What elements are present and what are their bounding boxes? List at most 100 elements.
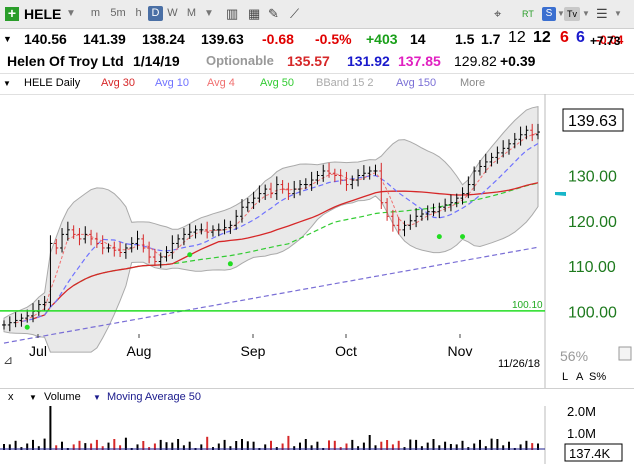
volume-bar bbox=[246, 441, 249, 450]
volume-bar bbox=[473, 443, 476, 450]
volume-close-icon[interactable]: x bbox=[8, 391, 14, 403]
volume-bars bbox=[3, 406, 539, 450]
price-bar bbox=[205, 221, 210, 239]
volume-bar bbox=[362, 442, 365, 450]
volume-bar bbox=[537, 443, 539, 450]
price-bar bbox=[402, 220, 407, 237]
legend-hele-daily[interactable]: HELE Daily bbox=[24, 77, 81, 89]
price-bar bbox=[437, 202, 442, 219]
legend-caret-icon[interactable]: ▼ bbox=[3, 79, 11, 88]
open-price: 140.56 bbox=[24, 31, 67, 47]
stat-d: 12 bbox=[508, 29, 526, 46]
price-bar bbox=[524, 125, 529, 140]
horizontal-line-label: 100.10 bbox=[512, 300, 543, 311]
volume-ma-label[interactable]: Moving Average 50 bbox=[107, 391, 201, 403]
high-price: 141.39 bbox=[83, 31, 126, 47]
low-price: 138.24 bbox=[142, 31, 185, 47]
price-bar bbox=[495, 146, 500, 164]
rating: +403 bbox=[366, 31, 398, 47]
more-caret-icon[interactable]: ▼ bbox=[614, 9, 622, 18]
grid-icon[interactable]: ▦ bbox=[248, 6, 261, 21]
volume-bar bbox=[409, 439, 412, 450]
pencil-icon[interactable]: ✎ bbox=[268, 6, 279, 21]
price-bar bbox=[431, 203, 436, 217]
x-tick-label: Jul bbox=[29, 343, 47, 359]
price-bar bbox=[350, 175, 355, 190]
price-bar bbox=[263, 184, 268, 200]
tv-badge[interactable]: Tv bbox=[564, 7, 580, 21]
price-bar bbox=[448, 194, 453, 212]
volume-bar bbox=[49, 406, 52, 450]
price-bar bbox=[152, 248, 157, 267]
price-bar bbox=[396, 217, 401, 235]
legend-avg30[interactable]: Avg 30 bbox=[101, 77, 136, 89]
legend-avg150[interactable]: Avg 150 bbox=[396, 77, 437, 89]
tv-caret-icon[interactable]: ▼ bbox=[582, 9, 590, 18]
volume-bar bbox=[107, 442, 110, 450]
volume-bar bbox=[479, 439, 481, 450]
volume-caret-icon[interactable]: ▼ bbox=[29, 393, 37, 402]
timeframe-caret-icon[interactable]: ▼ bbox=[204, 8, 214, 19]
volume-legend: x ▼ Volume ▼ Moving Average 50 bbox=[0, 388, 634, 407]
volume-bar bbox=[101, 446, 104, 450]
price-bar bbox=[129, 237, 134, 253]
price-bar bbox=[48, 235, 53, 307]
legend-avg10[interactable]: Avg 10 bbox=[155, 77, 190, 89]
volume-bar bbox=[351, 439, 354, 450]
volume-ma-caret-icon[interactable]: ▼ bbox=[93, 393, 101, 402]
stat-c: 1.7 bbox=[481, 31, 501, 47]
symbol-field[interactable]: HELE bbox=[24, 6, 62, 22]
s-caret-icon[interactable]: ▼ bbox=[557, 9, 565, 18]
rt-label[interactable]: RT bbox=[522, 9, 534, 19]
signal-dot bbox=[24, 324, 30, 330]
menu-icon[interactable]: ☰ bbox=[596, 6, 608, 21]
price-bar bbox=[292, 180, 297, 199]
price-bar bbox=[408, 214, 413, 230]
timeframe-m-monthly[interactable]: M bbox=[186, 7, 197, 19]
volume-bar bbox=[461, 440, 464, 450]
add-symbol-icon[interactable]: + bbox=[5, 6, 19, 21]
dropdown-icon[interactable]: ▼ bbox=[3, 34, 12, 44]
timeframe-m[interactable]: m bbox=[90, 7, 101, 19]
volume-chart[interactable]: 2.0M 1.0M 137.4K bbox=[0, 406, 634, 464]
volume-tick-2m: 2.0M bbox=[567, 406, 596, 419]
price-bar bbox=[443, 198, 448, 212]
price-bar bbox=[135, 230, 140, 250]
legend-bband[interactable]: BBand 15 2 bbox=[316, 77, 374, 89]
s-badge[interactable]: S bbox=[542, 7, 556, 21]
price-bar bbox=[361, 165, 366, 181]
volume-bar bbox=[119, 445, 122, 450]
binoculars-icon[interactable]: ⌖ bbox=[494, 6, 502, 21]
volume-bar bbox=[397, 440, 400, 450]
price-bar bbox=[54, 238, 59, 255]
price-bar bbox=[501, 140, 506, 158]
price-bar bbox=[118, 242, 123, 258]
legend-avg50[interactable]: Avg 50 bbox=[260, 77, 295, 89]
dropdown-caret-icon[interactable]: ▼ bbox=[66, 8, 76, 19]
volume-bar bbox=[206, 436, 209, 450]
volume-title[interactable]: Volume bbox=[44, 391, 81, 403]
indicator-icon[interactable]: ⟋ bbox=[290, 6, 300, 21]
legend-more[interactable]: More bbox=[460, 77, 486, 89]
volume-bar bbox=[153, 443, 156, 450]
price-bar bbox=[234, 209, 239, 230]
legend-avg4[interactable]: Avg 4 bbox=[207, 77, 235, 89]
timeframe-w[interactable]: W bbox=[167, 7, 178, 19]
price-bar bbox=[257, 185, 262, 203]
volume-bar bbox=[270, 440, 272, 450]
price-bar bbox=[25, 309, 30, 323]
volume-bar bbox=[333, 440, 336, 450]
price-bar bbox=[472, 166, 477, 191]
timeframe-d[interactable]: D bbox=[148, 6, 163, 21]
stat-g: 6 bbox=[576, 29, 585, 46]
price-bar bbox=[60, 228, 65, 253]
volume-bar bbox=[455, 444, 458, 450]
volume-bar bbox=[241, 439, 243, 450]
info-v3: 137.85 bbox=[398, 53, 441, 69]
bar-style-icon[interactable]: ▥ bbox=[226, 6, 239, 21]
toolbar: + HELE ▼ m 5m h D W M ▼ ▥ ▦ ✎ ⟋ ⌖ RT S ▼… bbox=[0, 0, 634, 29]
timeframe-5m[interactable]: 5m bbox=[110, 7, 126, 19]
volume-bar bbox=[531, 443, 534, 450]
timeframe-h[interactable]: h bbox=[135, 7, 142, 19]
